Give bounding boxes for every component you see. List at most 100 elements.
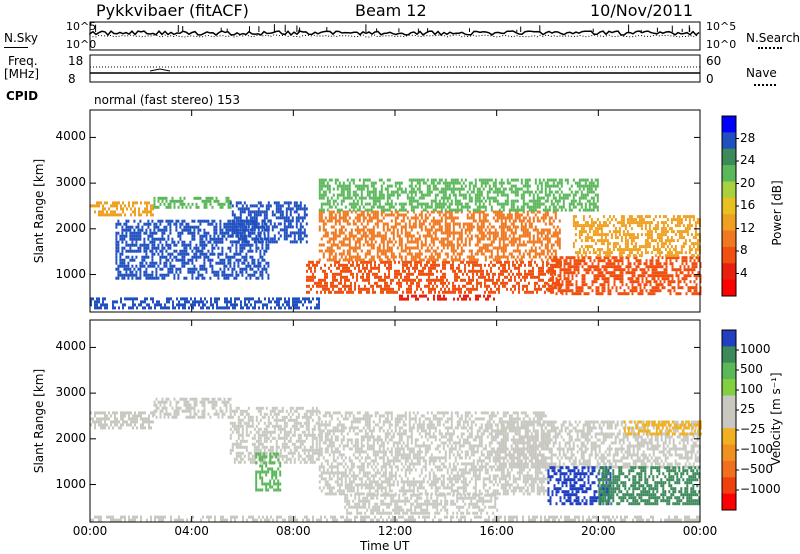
power-cell [532, 290, 534, 294]
power-cell [424, 181, 427, 185]
power-cell [552, 219, 555, 223]
power-cell [407, 297, 409, 301]
power-cell [567, 274, 570, 278]
power-cell [416, 216, 419, 220]
power-cell [149, 234, 152, 238]
power-cell [366, 187, 369, 191]
power-cell [500, 234, 503, 238]
power-cell [572, 193, 575, 197]
power-cell [320, 290, 322, 294]
power-cell [474, 196, 477, 200]
power-cell [611, 271, 614, 275]
power-cell [121, 264, 124, 268]
power-cell [636, 215, 639, 219]
power-cell [693, 286, 696, 290]
power-cell [308, 297, 310, 301]
power-cell [255, 216, 258, 220]
power-cell [434, 222, 437, 226]
power-cell [486, 225, 489, 229]
power-cell [267, 225, 270, 229]
power-cell [414, 199, 417, 203]
power-cell [306, 284, 308, 288]
power-cell [595, 280, 598, 284]
power-cell [458, 255, 461, 259]
power-cell [432, 208, 435, 212]
power-cell [436, 228, 439, 232]
power-cell [283, 228, 286, 232]
power-cell [161, 276, 164, 280]
power-cell [442, 263, 444, 267]
power-cell [640, 215, 643, 219]
power-cell [424, 237, 427, 241]
power-cell [657, 262, 660, 266]
power-cell [234, 306, 236, 310]
power-cell [364, 252, 367, 256]
power-cell [450, 213, 453, 217]
power-cell [243, 210, 246, 214]
power-cell [350, 269, 352, 273]
power-cell [684, 218, 687, 222]
power-cell [328, 178, 331, 182]
power-cell [603, 283, 606, 287]
power-cell [605, 271, 608, 275]
power-cell [693, 274, 696, 278]
power-cell [633, 262, 636, 266]
power-cell [496, 213, 499, 217]
power-cell [297, 228, 300, 232]
power-cell [649, 274, 652, 278]
power-cell [372, 184, 375, 188]
power-cell [151, 243, 154, 247]
power-cell [468, 258, 471, 262]
power-cell [536, 231, 539, 235]
power-cell [340, 216, 343, 220]
power-cell [581, 259, 584, 263]
power-cell [231, 204, 234, 208]
power-cell [408, 246, 411, 250]
power-cell [400, 243, 403, 247]
power-cell [422, 269, 424, 273]
power-cell [426, 260, 428, 264]
power-cell [151, 219, 154, 223]
power-cell [646, 230, 649, 234]
power-cell [432, 184, 435, 188]
power-cell [344, 243, 347, 247]
power-cell [456, 240, 459, 244]
power-cell [627, 262, 630, 266]
power-cell [344, 184, 347, 188]
power-cell [595, 277, 598, 281]
power-cell [470, 181, 473, 185]
power-cell [98, 213, 100, 217]
power-cell [629, 271, 632, 275]
power-cell [128, 297, 130, 301]
power-cell [157, 228, 160, 232]
power-cell [115, 225, 118, 229]
power-cell [596, 239, 599, 243]
power-cell [285, 210, 288, 214]
power-cell [146, 210, 148, 214]
power-cell [456, 231, 459, 235]
power-cell [512, 231, 515, 235]
power-cell [299, 225, 302, 229]
power-cell [378, 202, 381, 206]
power-cell [338, 272, 340, 276]
power-cell [364, 208, 367, 212]
power-cell [318, 306, 320, 310]
power-cell [243, 225, 246, 229]
power-cell [119, 234, 122, 238]
power-cell [384, 237, 387, 241]
power-cell [320, 249, 323, 253]
power-cell [173, 240, 176, 244]
power-cell [273, 234, 276, 238]
power-cell [464, 240, 467, 244]
power-cell [538, 231, 541, 235]
power-cell [460, 278, 462, 282]
power-cell [462, 284, 464, 288]
power-cell [372, 228, 375, 232]
power-cell [167, 270, 170, 274]
power-cell [687, 265, 690, 269]
power-cell [424, 219, 427, 223]
power-cell [310, 306, 312, 310]
power-cell [482, 187, 485, 191]
power-cell [590, 245, 593, 249]
power-cell [498, 266, 500, 270]
